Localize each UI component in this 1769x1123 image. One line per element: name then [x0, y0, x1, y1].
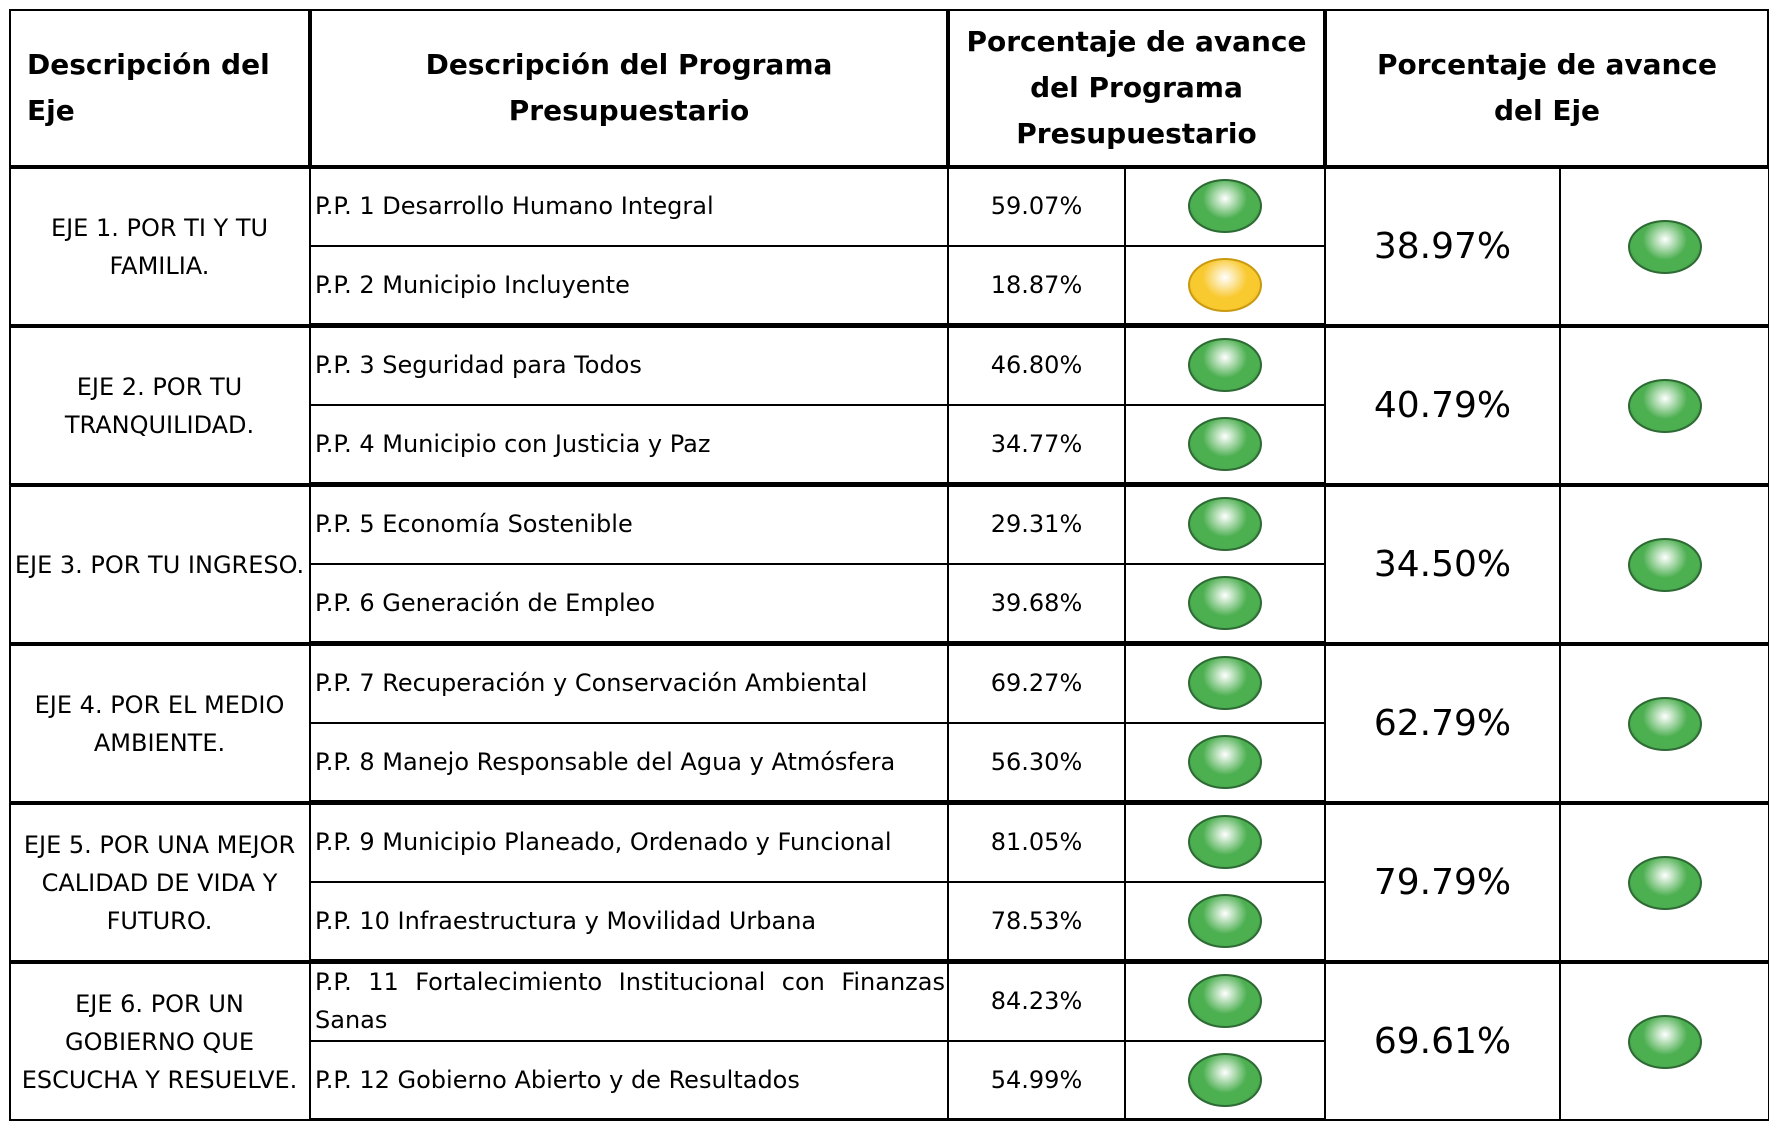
status-indicator — [1188, 893, 1262, 948]
programa-avance: 39.68% — [948, 563, 1125, 642]
text: P.P. 1 Desarrollo Humano Integral — [315, 192, 714, 221]
text: P.P. 2 Municipio Incluyente — [315, 270, 630, 299]
status-indicator — [1188, 734, 1262, 789]
status-indicator — [1188, 497, 1262, 552]
text: P.P. 8 Manejo Responsable del Agua y Atm… — [315, 747, 896, 776]
eje-label: EJE 5. POR UNA MEJOR CALIDAD DE VIDA Y F… — [9, 803, 310, 962]
status-indicator — [1627, 696, 1702, 751]
programa-status — [1125, 1040, 1325, 1119]
programa-avance: 56.30% — [948, 722, 1125, 801]
programa-name: P.P. 8 Manejo Responsable del Agua y Atm… — [310, 722, 948, 801]
eje-label: EJE 1. POR TI Y TU FAMILIA. — [9, 167, 310, 326]
programa-avance: 84.23% — [948, 962, 1125, 1041]
programa-name: P.P. 11 Fortalecimiento Institucional co… — [310, 962, 948, 1041]
text: P.P. 5 Economía Sostenible — [315, 510, 633, 539]
status-indicator — [1188, 815, 1262, 870]
status-indicator — [1627, 537, 1702, 592]
text: P.P. 12 Gobierno Abierto y de Resultados — [315, 1065, 800, 1094]
eje-avance: 79.79% — [1325, 803, 1560, 962]
eje-avance: 38.97% — [1325, 167, 1560, 326]
header-avance-programa: Porcentaje de avance del Programa Presup… — [948, 9, 1325, 167]
programa-name: P.P. 10 Infraestructura y Movilidad Urba… — [310, 881, 948, 960]
programa-name: P.P. 6 Generación de Empleo — [310, 563, 948, 642]
text: P.P. 9 Municipio Planeado, Ordenado y Fu… — [315, 828, 892, 857]
programa-name: P.P. 4 Municipio con Justicia y Paz — [310, 404, 948, 483]
programa-avance: 18.87% — [948, 245, 1125, 324]
header-eje: Descripción del Eje — [9, 9, 310, 167]
eje-avance: 62.79% — [1325, 644, 1560, 803]
programa-avance: 78.53% — [948, 881, 1125, 960]
programa-status — [1125, 563, 1325, 642]
eje-label: EJE 4. POR EL MEDIO AMBIENTE. — [9, 644, 310, 803]
programa-status — [1125, 245, 1325, 324]
text: P.P. 7 Recuperación y Conservación Ambie… — [315, 669, 868, 698]
programa-status — [1125, 722, 1325, 801]
status-indicator — [1627, 855, 1702, 910]
eje-avance: 34.50% — [1325, 485, 1560, 644]
programa-status — [1125, 881, 1325, 960]
status-indicator — [1627, 378, 1702, 433]
header-avance-eje: Porcentaje de avance del Eje — [1325, 9, 1769, 167]
text: P.P. 3 Seguridad para Todos — [315, 351, 642, 380]
status-indicator — [1188, 656, 1262, 711]
status-indicator — [1188, 338, 1262, 393]
text: P.P. 4 Municipio con Justicia y Paz — [315, 429, 711, 458]
eje-label: EJE 2. POR TU TRANQUILIDAD. — [9, 326, 310, 485]
programa-name: P.P. 7 Recuperación y Conservación Ambie… — [310, 644, 948, 723]
status-indicator — [1188, 179, 1262, 234]
text: P.P. 10 Infraestructura y Movilidad Urba… — [315, 906, 817, 935]
programa-avance: 69.27% — [948, 644, 1125, 723]
programa-name: P.P. 5 Economía Sostenible — [310, 485, 948, 564]
status-indicator — [1188, 416, 1262, 471]
status-indicator — [1188, 1052, 1262, 1107]
programa-avance: 54.99% — [948, 1040, 1125, 1119]
programa-name: P.P. 2 Municipio Incluyente — [310, 245, 948, 324]
programa-name: P.P. 1 Desarrollo Humano Integral — [310, 167, 948, 246]
programa-avance: 59.07% — [948, 167, 1125, 246]
status-indicator — [1188, 974, 1262, 1029]
programa-avance: 46.80% — [948, 326, 1125, 405]
programa-name: P.P. 9 Municipio Planeado, Ordenado y Fu… — [310, 803, 948, 882]
text: P.P. 11 Fortalecimiento Institucional co… — [315, 968, 945, 1035]
eje-avance: 40.79% — [1325, 326, 1560, 485]
status-indicator — [1627, 1014, 1702, 1069]
programa-name: P.P. 3 Seguridad para Todos — [310, 326, 948, 405]
programa-status — [1125, 404, 1325, 483]
header-programa: Descripción del Programa Presupuestario — [310, 9, 948, 167]
status-indicator — [1188, 575, 1262, 630]
eje-avance: 69.61% — [1325, 962, 1560, 1121]
text: P.P. 6 Generación de Empleo — [315, 588, 656, 617]
programa-avance: 81.05% — [948, 803, 1125, 882]
eje-label: EJE 6. POR UN GOBIERNO QUE ESCUCHA Y RES… — [9, 962, 310, 1121]
programa-avance: 29.31% — [948, 485, 1125, 564]
status-indicator — [1188, 257, 1262, 312]
eje-label: EJE 3. POR TU INGRESO. — [9, 485, 310, 644]
status-indicator — [1627, 219, 1702, 274]
programa-name: P.P. 12 Gobierno Abierto y de Resultados — [310, 1040, 948, 1119]
programa-avance: 34.77% — [948, 404, 1125, 483]
